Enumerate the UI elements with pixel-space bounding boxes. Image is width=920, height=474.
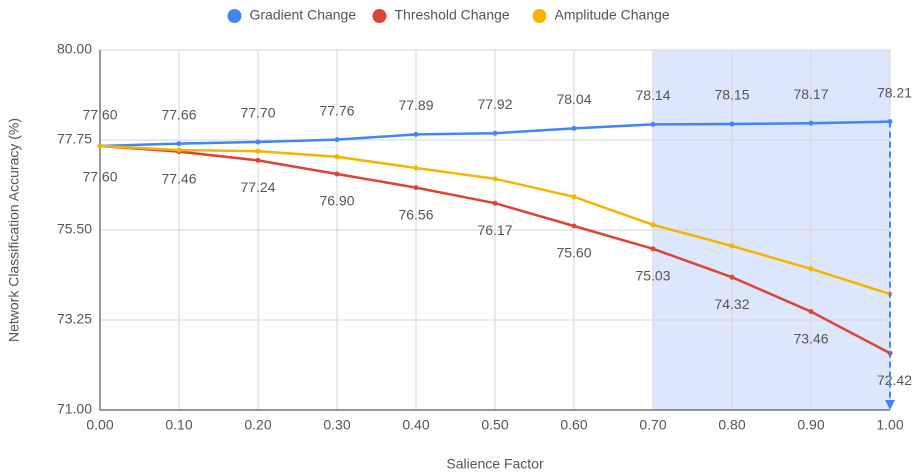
data-label: 77.92 (477, 96, 512, 112)
data-label: 78.15 (714, 87, 749, 103)
legend-swatch (227, 9, 242, 23)
data-point (334, 154, 340, 160)
data-point (492, 200, 498, 206)
data-point (729, 243, 735, 249)
y-axis-title: Network Classification Accuracy (%) (6, 118, 22, 342)
drop-arrow (885, 400, 895, 410)
data-label: 77.24 (240, 179, 275, 195)
data-label: 78.21 (877, 84, 912, 100)
data-label: 75.60 (556, 245, 591, 261)
legend-label: Gradient Change (250, 7, 357, 23)
data-point (413, 165, 419, 171)
data-point (334, 137, 340, 143)
data-point (255, 157, 261, 163)
y-tick-label: 77.75 (57, 131, 92, 147)
data-point (571, 125, 577, 131)
legend-swatch (372, 9, 387, 23)
data-point (571, 194, 577, 200)
data-point (334, 171, 340, 177)
data-point (492, 130, 498, 136)
data-label: 77.89 (398, 97, 433, 113)
data-label: 77.60 (82, 107, 117, 123)
data-label: 76.56 (398, 206, 433, 222)
x-tick-label: 0.10 (165, 417, 192, 433)
x-tick-label: 1.00 (876, 417, 903, 433)
y-tick-label: 71.00 (57, 401, 92, 417)
data-point (176, 141, 182, 147)
legend-label: Amplitude Change (555, 7, 670, 23)
data-label: 74.32 (714, 296, 749, 312)
data-point (255, 148, 261, 154)
data-point (808, 120, 814, 126)
data-label: 77.70 (240, 105, 275, 121)
x-tick-label: 0.40 (402, 417, 429, 433)
x-tick-label: 0.80 (718, 417, 745, 433)
x-tick-label: 0.50 (481, 417, 508, 433)
data-label: 78.17 (793, 86, 828, 102)
legend-label: Threshold Change (395, 7, 510, 23)
x-tick-label: 0.00 (86, 417, 113, 433)
x-tick-label: 0.20 (244, 417, 271, 433)
data-point (97, 143, 103, 149)
data-point (808, 309, 814, 315)
data-point (729, 274, 735, 280)
data-label: 77.60 (82, 169, 117, 185)
data-label: 73.46 (793, 330, 828, 346)
data-point (571, 223, 577, 229)
data-point (729, 121, 735, 127)
data-label: 76.90 (319, 193, 354, 209)
data-point (808, 266, 814, 272)
x-tick-label: 0.70 (639, 417, 666, 433)
data-label: 77.76 (319, 102, 354, 118)
data-label: 76.17 (477, 222, 512, 238)
data-label: 72.42 (877, 372, 912, 388)
data-label: 78.14 (635, 87, 670, 103)
data-point (176, 147, 182, 153)
data-point (492, 176, 498, 182)
legend-swatch (532, 9, 547, 23)
data-point (650, 246, 656, 252)
x-tick-label: 0.60 (560, 417, 587, 433)
y-tick-label: 73.25 (57, 311, 92, 327)
data-point (413, 131, 419, 137)
data-label: 77.46 (161, 170, 196, 186)
data-point (650, 222, 656, 228)
data-label: 77.66 (161, 106, 196, 122)
y-tick-label: 80.00 (57, 41, 92, 57)
data-point (413, 185, 419, 191)
data-label: 75.03 (635, 268, 670, 284)
data-point (255, 139, 261, 145)
data-label: 78.04 (556, 91, 591, 107)
x-tick-label: 0.90 (797, 417, 824, 433)
x-axis-title: Salience Factor (446, 456, 544, 472)
x-tick-label: 0.30 (323, 417, 350, 433)
y-tick-label: 75.50 (57, 221, 92, 237)
data-point (650, 121, 656, 127)
